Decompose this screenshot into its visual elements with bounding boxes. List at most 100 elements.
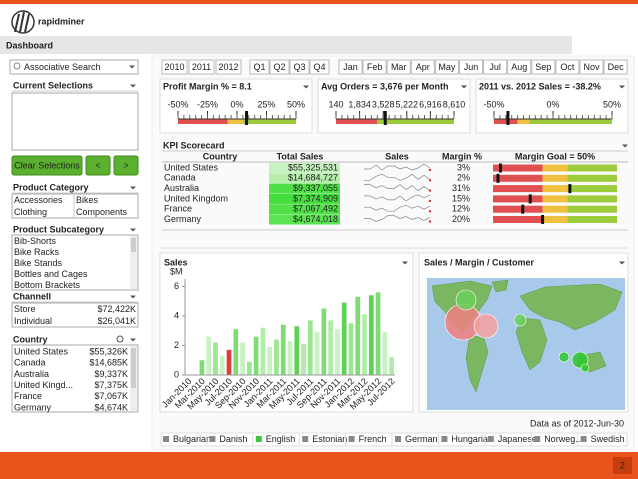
time-button[interactable] <box>269 59 290 75</box>
legend-swatch[interactable] <box>487 436 494 442</box>
map-bubble <box>473 313 499 339</box>
legend-swatch[interactable] <box>441 436 448 442</box>
button[interactable] <box>113 155 139 176</box>
list-item[interactable]: Bike Racks <box>14 247 60 257</box>
bar <box>294 326 300 375</box>
button[interactable] <box>85 155 111 176</box>
list-value: $7,067K <box>94 391 128 401</box>
list-item[interactable]: Bike Stands <box>14 258 63 268</box>
legend-swatch[interactable] <box>348 436 355 442</box>
time-button[interactable] <box>555 59 580 75</box>
list-item[interactable]: Clothing <box>14 207 47 217</box>
list-item[interactable]: Store <box>14 304 36 314</box>
time-button[interactable] <box>386 59 411 75</box>
goal-marker <box>496 173 500 183</box>
chart-title: Sales <box>164 257 188 267</box>
page-title: Dashboard <box>6 40 53 50</box>
time-button[interactable] <box>603 59 628 75</box>
time-button[interactable] <box>483 59 508 75</box>
kpi-country: Canada <box>164 173 196 183</box>
dropdown-arrow <box>130 228 136 232</box>
column-header: Total Sales <box>277 151 324 161</box>
scroll-thumb <box>131 238 136 252</box>
logo-stroke <box>14 11 30 33</box>
time-button-label: Mar <box>391 62 407 72</box>
list-item[interactable]: Canada <box>14 358 46 368</box>
bar <box>233 329 239 375</box>
list-item[interactable]: Bottom Brackets <box>14 280 81 290</box>
time-button[interactable] <box>161 59 188 75</box>
kpi-country: United States <box>164 162 219 172</box>
legend-label: Japanese <box>498 434 537 444</box>
time-button-label: Apr <box>416 62 430 72</box>
time-button[interactable] <box>531 59 556 75</box>
list-item[interactable]: Components <box>76 207 128 217</box>
goal-band <box>493 216 543 223</box>
time-button[interactable] <box>309 59 330 75</box>
gauge-title: Avg Orders = 3,676 per Month <box>321 81 448 91</box>
time-button[interactable] <box>188 59 215 75</box>
section-header: Country <box>13 334 48 344</box>
legend-swatch[interactable] <box>255 436 262 442</box>
gauge-tick-label: 0% <box>546 99 559 109</box>
time-button[interactable] <box>289 59 310 75</box>
time-button[interactable] <box>434 59 459 75</box>
legend-swatch[interactable] <box>395 436 401 442</box>
chart-unit: $M <box>170 266 183 276</box>
goal-band <box>542 195 568 203</box>
list-item[interactable]: Germany <box>14 402 52 412</box>
goal-band <box>493 164 543 172</box>
search-icon <box>13 62 21 70</box>
gauge-band <box>242 119 296 124</box>
dropdown-arrow <box>129 65 135 69</box>
list-item[interactable]: Bikes <box>76 195 99 205</box>
time-button[interactable] <box>579 59 604 75</box>
gauge-tick-label: 25% <box>257 99 275 109</box>
list-value: $55,326K <box>89 346 128 356</box>
bar <box>246 361 252 375</box>
search-box[interactable] <box>9 59 139 75</box>
button[interactable] <box>11 155 83 176</box>
bar <box>240 342 245 375</box>
data-note: Data as of 2012-Jun-30 <box>530 418 624 428</box>
dropdown-arrow <box>303 85 309 89</box>
list-item[interactable]: Individual <box>14 316 52 326</box>
gauge-title: 2011 vs. 2012 Sales = -38.2% <box>479 81 601 91</box>
list-item[interactable]: Accessories <box>14 195 63 205</box>
legend-swatch[interactable] <box>534 436 541 442</box>
legend-swatch[interactable] <box>209 436 216 442</box>
time-button[interactable] <box>215 59 242 75</box>
list-item[interactable]: United States <box>14 346 69 356</box>
list-item[interactable]: Australia <box>14 369 49 379</box>
bar <box>260 327 266 375</box>
bar <box>314 332 320 375</box>
legend-swatch[interactable] <box>302 436 309 442</box>
kpi-total-sales: $4,674,018 <box>293 214 338 224</box>
list-item[interactable]: Bib-Shorts <box>14 236 57 246</box>
legend-swatch[interactable] <box>163 436 169 442</box>
bar <box>328 320 334 375</box>
bar <box>301 343 306 375</box>
goal-band <box>542 174 568 182</box>
legend-swatch[interactable] <box>580 436 587 442</box>
time-button[interactable] <box>459 59 483 75</box>
time-button-label: Feb <box>367 62 383 72</box>
time-button[interactable] <box>362 59 387 75</box>
time-button[interactable] <box>338 59 363 75</box>
time-button[interactable] <box>410 59 435 75</box>
list-value: $7,375K <box>94 380 128 390</box>
gauge-band <box>494 119 518 124</box>
time-button-label: Q4 <box>313 62 325 72</box>
sales-cell <box>269 183 340 194</box>
list-item[interactable]: United Kingd... <box>14 380 73 390</box>
map-bubble <box>580 363 590 373</box>
footer-bar <box>0 452 638 479</box>
sales-cell <box>269 193 340 204</box>
gauge-band <box>336 119 378 124</box>
time-button-label: 2011 <box>192 62 211 72</box>
time-button[interactable] <box>507 59 532 75</box>
time-button[interactable] <box>249 59 270 75</box>
list-item[interactable]: Bottles and Cages <box>14 269 88 279</box>
list-item[interactable]: France <box>14 391 42 401</box>
sales-cell <box>269 214 340 225</box>
